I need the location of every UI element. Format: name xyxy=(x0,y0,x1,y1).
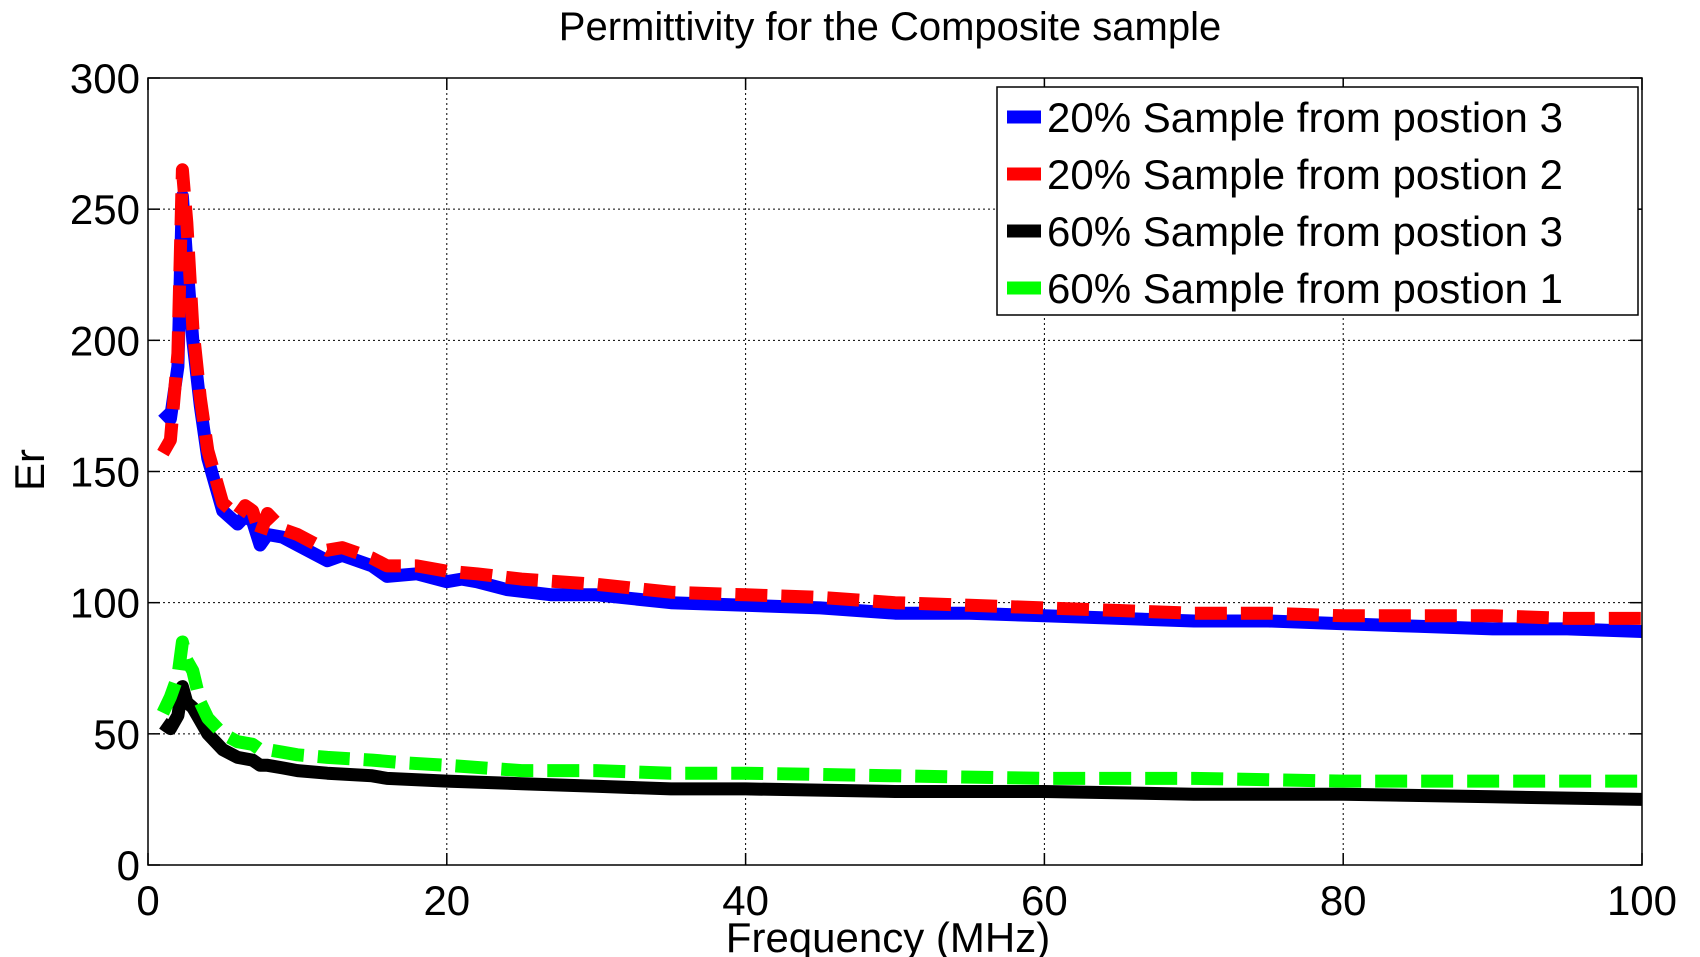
legend-label-3: 60% Sample from postion 3 xyxy=(1047,208,1563,255)
series-line-2 xyxy=(157,163,1642,625)
legend-label-2: 20% Sample from postion 2 xyxy=(1047,151,1563,198)
y-tick-label: 150 xyxy=(70,449,140,496)
legend: 20% Sample from postion 3 20% Sample from… xyxy=(996,86,1639,316)
y-tick-label: 300 xyxy=(70,55,140,102)
y-tick-label: 100 xyxy=(70,580,140,627)
legend-box xyxy=(996,86,1639,316)
x-tick-label: 40 xyxy=(722,877,769,924)
series-line-3 xyxy=(159,680,1643,806)
axis-ticks: 0 20 40 60 80 100 0 50 100 150 200 250 300 xyxy=(70,55,1677,924)
series-line-4 xyxy=(157,635,1642,788)
y-tick-label: 250 xyxy=(70,186,140,233)
legend-label-4: 60% Sample from postion 1 xyxy=(1047,265,1563,312)
y-tick-label: 200 xyxy=(70,317,140,364)
x-tick-label: 0 xyxy=(136,877,159,924)
legend-label-1: 20% Sample from postion 3 xyxy=(1047,94,1563,141)
chart-title: Permittivity for the Composite sample xyxy=(559,5,1221,49)
y-tick-label: 0 xyxy=(117,842,140,889)
x-axis-label: Frequency (MHz) xyxy=(726,914,1050,957)
y-tick-label: 50 xyxy=(93,711,140,758)
series-layer xyxy=(157,163,1643,806)
x-tick-label: 60 xyxy=(1021,877,1068,924)
x-tick-label: 20 xyxy=(423,877,470,924)
x-tick-label: 100 xyxy=(1607,877,1677,924)
x-tick-label: 80 xyxy=(1320,877,1367,924)
y-axis-label: Er xyxy=(6,449,53,491)
